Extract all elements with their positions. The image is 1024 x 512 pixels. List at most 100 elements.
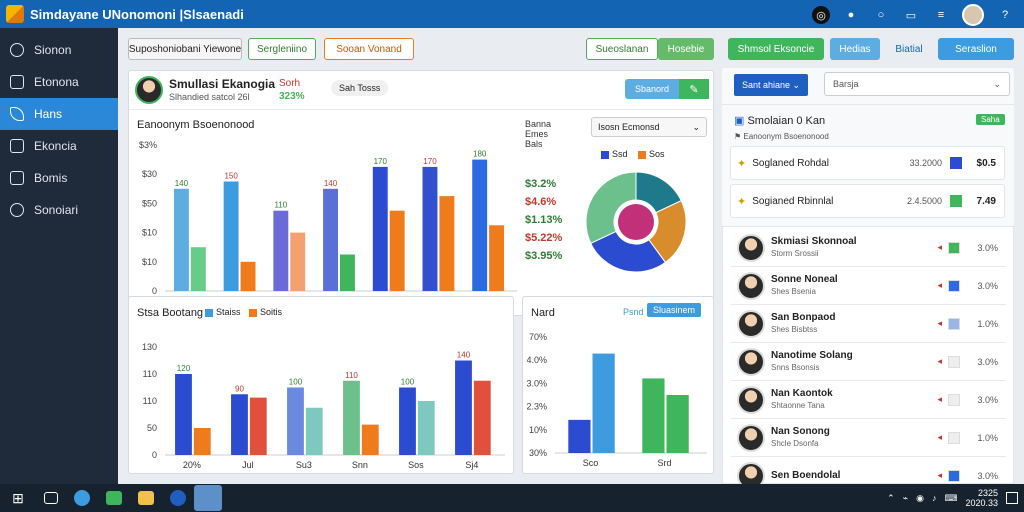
keyboard-icon[interactable]: ⌨ (944, 492, 958, 503)
sidebar-item-label: Sonoiari (34, 203, 79, 217)
menu-icon[interactable]: ≡ (937, 9, 945, 21)
toolbar-button-6[interactable]: Shmsol Eksoncie (728, 38, 824, 60)
summary-row-2[interactable]: ✦ Sogianed Rbinnlal 2.4.5000 7.49 (730, 184, 1005, 218)
avatar (737, 385, 765, 414)
window-icon[interactable]: ▭ (905, 9, 917, 22)
taskbar: ⊞ ⌃ ⌁ ◉ ♪ ⌨ 2325 2020.33 (0, 484, 1024, 512)
x-tick-label: 20% (183, 460, 201, 470)
percent-item: $5.22% (525, 232, 563, 244)
person-value: 3.0% (977, 242, 998, 253)
record-icon[interactable]: ● (847, 9, 855, 21)
profile-name: Smullasi Ekanogia (169, 77, 276, 91)
trend-icon: ◂ (937, 470, 942, 480)
avatar (737, 423, 765, 452)
doc-icon (10, 171, 24, 185)
percent-item: $3.2% (525, 178, 557, 190)
right-subtitle-text: Eanoonym Bsoenonood (743, 132, 829, 141)
y-tick-label: $50 (142, 198, 157, 208)
y-tick-label: 130 (142, 342, 157, 352)
camera-icon[interactable]: ◎ (812, 6, 830, 24)
sidebar-item-4[interactable]: Ekoncia (0, 130, 118, 162)
list-item[interactable]: San Bonpaod Shes Bisbtss ◂ 1.0% (731, 305, 1006, 343)
sidebar-item-label: Etonona (34, 75, 79, 89)
list-item[interactable]: Nan Sonong Shcle Dsonfa ◂ 1.0% (731, 419, 1006, 457)
right-action-button[interactable]: Sant ahiane ⌄ (734, 74, 808, 96)
summary-row-1[interactable]: ✦ Soglaned Rohdal 33.2000 $0.5 (730, 146, 1005, 180)
person-value: 1.0% (977, 432, 998, 443)
chevron-down-icon: ⌄ (692, 121, 700, 132)
wifi-icon[interactable]: ◉ (916, 492, 924, 503)
notification-icon[interactable] (1006, 492, 1018, 504)
toolbar-button-2[interactable]: Sergleniino (248, 38, 316, 60)
person-sub: Shes Bsenia (771, 286, 816, 296)
toolbar-button-8[interactable]: Biatial (895, 43, 923, 55)
log-icon (10, 139, 24, 153)
panel-action-button[interactable]: Sbanord ✎ (625, 79, 709, 99)
sidebar-item-6[interactable]: Sonoiari (0, 194, 118, 226)
people-list: Skmiasi Skonnoal Storm Srossii ◂ 3.0% So… (722, 226, 1014, 495)
title-bar: Simdayane UNonomoni |Slsaenadi ◎ ● ○ ▭ ≡… (0, 0, 1024, 28)
color-swatch (950, 157, 962, 169)
avatar (737, 309, 765, 338)
right-action-label: Sant ahiane (741, 80, 790, 90)
network-icon[interactable]: ⌁ (902, 492, 909, 503)
person-sub: Storm Srossii (771, 248, 819, 258)
avatar (737, 347, 765, 376)
edge-icon[interactable] (170, 490, 186, 506)
folder-icon[interactable] (138, 491, 154, 505)
panel-button[interactable]: Sluasinem (647, 303, 702, 317)
bar-value-label: 90 (235, 384, 244, 393)
list-item[interactable]: Nan Kaontok Shtaonne Tana ◂ 3.0% (731, 381, 1006, 419)
y-tick-label: 30% (529, 448, 547, 458)
filter-dropdown[interactable]: Barsja ⌄ (824, 72, 1010, 96)
clock[interactable]: 2325 2020.33 (965, 488, 998, 508)
chevron-up-icon[interactable]: ⌃ (887, 492, 895, 503)
person-name: Sen Boendolal (771, 469, 841, 481)
legend-label: Soitis (260, 307, 283, 317)
windows-start-icon[interactable]: ⊞ (12, 489, 24, 506)
help-icon[interactable]: ? (1001, 9, 1009, 21)
toolbar-button-4[interactable]: Sueoslanan (586, 38, 658, 60)
y-tick-label: 2.3% (527, 402, 547, 412)
toolbar-button-7[interactable]: Hedias (830, 38, 880, 60)
person-value: 1.0% (977, 318, 998, 329)
avatar (135, 76, 163, 104)
person-name: Nan Sonong (771, 425, 830, 437)
list-item[interactable]: Sonne Noneal Shes Bsenia ◂ 3.0% (731, 267, 1006, 305)
bar-value-label: 180 (473, 150, 487, 159)
panel-link[interactable]: Psnd (623, 307, 644, 317)
sidebar-item-2[interactable]: Etonona (0, 66, 118, 98)
bar (231, 394, 248, 455)
clock-time: 2325 (977, 488, 998, 498)
photos-icon[interactable] (106, 491, 122, 505)
pie-slice (585, 171, 637, 244)
task-view-icon[interactable] (44, 492, 58, 504)
volume-icon[interactable]: ♪ (931, 493, 937, 503)
tag-chip[interactable]: Sah Tosss (331, 80, 389, 96)
circle-icon[interactable]: ○ (877, 9, 885, 21)
toolbar-button-1[interactable]: Suposhoniobani Yiewone (128, 38, 242, 60)
x-tick-label: Su3 (296, 460, 312, 470)
toolbar-button-9[interactable]: Seraslion (938, 38, 1014, 60)
row-score: $0.5 (976, 157, 996, 169)
bar (287, 387, 304, 455)
sidebar-item-3[interactable]: Hans (0, 98, 118, 130)
chart-dropdown[interactable]: Isosn Ecmonsd ⌄ (591, 117, 707, 137)
sidebar-item-label: Ekoncia (34, 139, 77, 153)
toolbar-button-5[interactable]: Hosebie (658, 38, 714, 60)
list-item[interactable]: Nanotime Solang Snns Bsonsis ◂ 3.0% (731, 343, 1006, 381)
avatar[interactable] (962, 4, 984, 26)
percent-item: $3.95% (525, 250, 563, 262)
sidebar-item-5[interactable]: Bomis (0, 162, 118, 194)
pie-center (618, 204, 654, 240)
panel-bottom-left: Stsa Bootang Staiss Soitis 130 110 110 50 0 1… (128, 296, 514, 474)
browser-icon[interactable] (74, 490, 90, 506)
color-swatch (948, 317, 960, 330)
app-active-icon[interactable] (194, 485, 222, 511)
list-item[interactable]: Skmiasi Skonnoal Storm Srossii ◂ 3.0% (731, 229, 1006, 267)
sidebar-item-1[interactable]: Sionon (0, 34, 118, 66)
x-tick-label: Sos (408, 460, 424, 470)
toolbar-button-3[interactable]: Sooan Vonand (324, 38, 414, 60)
sidebar-item-label: Hans (34, 107, 63, 121)
bar (193, 428, 211, 455)
